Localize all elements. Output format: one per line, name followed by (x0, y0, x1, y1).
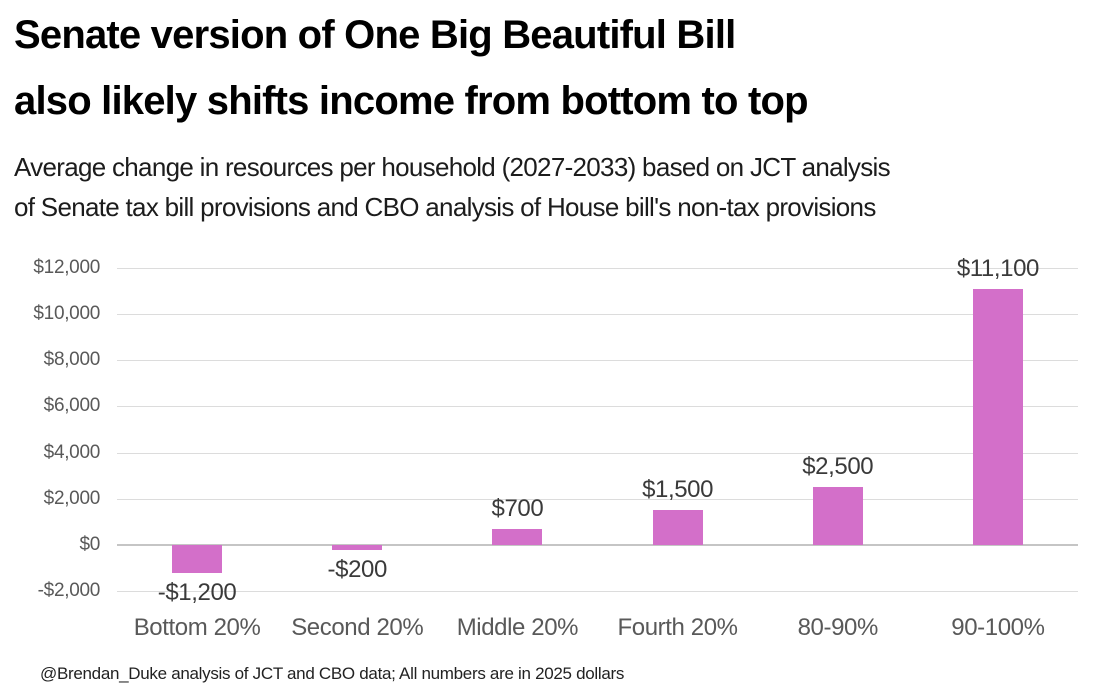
chart-title: Senate version of One Big Beautiful Bill… (14, 2, 809, 134)
gridline (117, 267, 1078, 269)
bar (812, 487, 863, 545)
gridline (117, 591, 1078, 593)
bar (492, 528, 543, 545)
source-note: @Brendan_Duke analysis of JCT and CBO da… (40, 664, 625, 683)
bar-chart-plot-area: $12,000 $10,000 $8,000 $6,000 $4,000 $2,000 $0… (0, 248, 1100, 652)
y-axis-tick-label: $12,000 (33, 256, 100, 278)
bar (172, 545, 223, 573)
gridline (117, 406, 1078, 408)
y-axis-tick-label: $6,000 (43, 395, 101, 417)
x-axis-category-label: Middle 20% (456, 614, 579, 641)
chart-subtitle-line-1: Average change in resources per househol… (14, 152, 891, 182)
gridline (117, 498, 1078, 500)
chart-subtitle-line-2: of Senate tax bill provisions and CBO an… (14, 192, 876, 222)
x-axis-category-label: Second 20% (291, 614, 424, 641)
y-axis-tick-label: $2,000 (43, 487, 101, 509)
bar-value-label: -$200 (327, 555, 388, 583)
y-axis-tick-label: $0 (79, 534, 100, 555)
bar (652, 510, 703, 545)
gridline (117, 452, 1078, 454)
bar-value-label: $11,100 (956, 254, 1040, 282)
x-axis-category-label: 80-90% (797, 614, 879, 641)
x-axis-category-label: Bottom 20% (133, 614, 261, 641)
chart-title-line-2: also likely shifts income from bottom to… (14, 79, 809, 123)
bar (972, 288, 1023, 545)
gridline (117, 360, 1078, 362)
gridline (117, 314, 1078, 315)
y-axis-tick-label: $4,000 (43, 441, 101, 463)
bar (332, 545, 383, 550)
bar-value-label: $700 (491, 494, 544, 522)
x-axis-category-label: Fourth 20% (617, 614, 738, 641)
y-axis-tick-label: $10,000 (33, 303, 100, 324)
bar-value-label: $1,500 (642, 476, 714, 504)
bar-value-label: -$1,200 (157, 578, 237, 606)
x-axis-category-label: 90-100% (951, 614, 1045, 641)
bar-value-label: $2,500 (802, 453, 874, 481)
y-axis-tick-label: $8,000 (43, 349, 101, 371)
chart-title-line-1: Senate version of One Big Beautiful Bill (14, 13, 736, 57)
chart-subtitle: Average change in resources per househol… (14, 147, 891, 227)
y-axis-tick-label: -$2,000 (37, 580, 101, 602)
zero-axis-line (117, 544, 1078, 546)
